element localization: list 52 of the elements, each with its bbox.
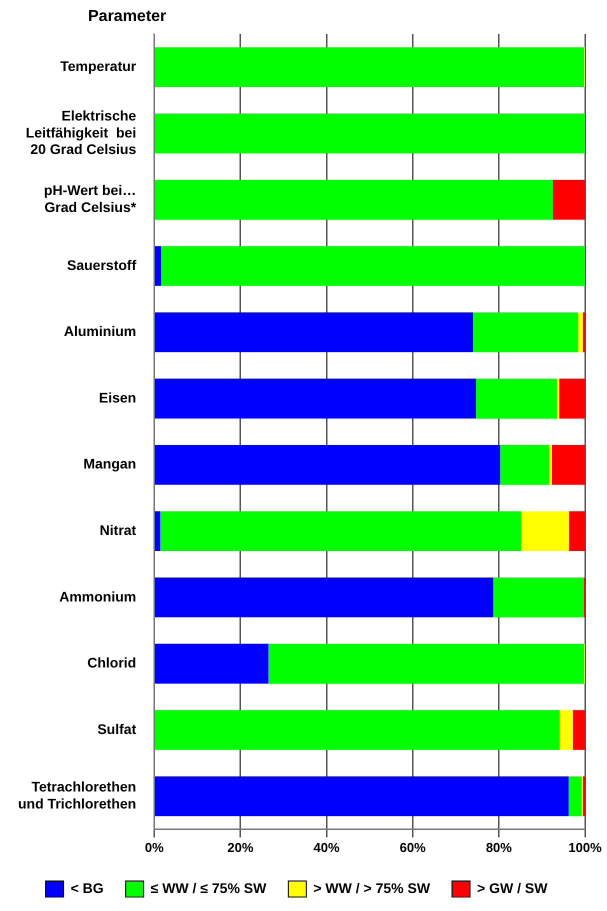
bar bbox=[154, 511, 160, 552]
x-tick-label: 40% bbox=[314, 840, 340, 855]
y-tick-label: Ammonium bbox=[59, 588, 136, 604]
y-tick-label: pH-Wert bei… Grad Celsius* bbox=[44, 182, 137, 215]
bar bbox=[154, 710, 560, 750]
bar bbox=[578, 312, 583, 352]
bar bbox=[154, 444, 500, 485]
bar bbox=[154, 47, 584, 88]
y-tick-label: Sulfat bbox=[97, 720, 137, 737]
bar bbox=[552, 444, 585, 485]
legend-label: ≤ WW / ≤ 75% SW bbox=[150, 880, 268, 896]
bar bbox=[552, 180, 585, 220]
x-tick-label: 20% bbox=[227, 840, 254, 855]
bar bbox=[154, 776, 569, 816]
bar bbox=[154, 378, 476, 418]
x-tick-label: 60% bbox=[400, 840, 426, 855]
bar bbox=[569, 511, 585, 552]
x-tick-label: 100% bbox=[568, 840, 602, 855]
y-tick-label: Temperatur bbox=[60, 58, 137, 74]
bar bbox=[559, 378, 585, 418]
bar bbox=[476, 378, 557, 418]
bar bbox=[160, 511, 522, 552]
bar bbox=[493, 578, 584, 618]
legend-label: < BG bbox=[70, 880, 104, 896]
y-tick-label: Sauerstoff bbox=[66, 256, 137, 273]
bar bbox=[154, 180, 553, 220]
x-tick-label: 0% bbox=[144, 840, 164, 855]
y-tick-label: Tetrachlorethen und Trichlorethen bbox=[18, 778, 136, 812]
y-tick-label: Nitrat bbox=[100, 522, 137, 538]
bar bbox=[154, 644, 268, 684]
bar bbox=[154, 114, 585, 154]
bar bbox=[549, 444, 552, 485]
x-tick-label: 80% bbox=[486, 840, 512, 855]
y-tick-label: Elektrische Leitfähigkeit bei 20 Grad Celsius bbox=[26, 107, 136, 158]
y-tick-label: Chlorid bbox=[87, 654, 136, 671]
bar bbox=[268, 644, 584, 684]
bar bbox=[568, 776, 582, 816]
y-tick-label: Eisen bbox=[98, 389, 136, 406]
bar bbox=[154, 312, 473, 352]
y-tick-label: Aluminium bbox=[64, 323, 136, 340]
y-tick-label: Mangan bbox=[83, 456, 136, 472]
bar bbox=[473, 312, 578, 352]
bar bbox=[521, 511, 570, 552]
bar bbox=[500, 444, 550, 485]
legend-label: > WW / > 75% SW bbox=[313, 880, 431, 896]
legend-label: > GW / SW bbox=[477, 880, 548, 896]
bar bbox=[154, 246, 162, 286]
bar bbox=[154, 578, 494, 618]
bar bbox=[560, 710, 573, 750]
bar bbox=[572, 710, 585, 750]
y-axis-title: Parameter bbox=[88, 8, 166, 26]
bar bbox=[161, 246, 585, 286]
